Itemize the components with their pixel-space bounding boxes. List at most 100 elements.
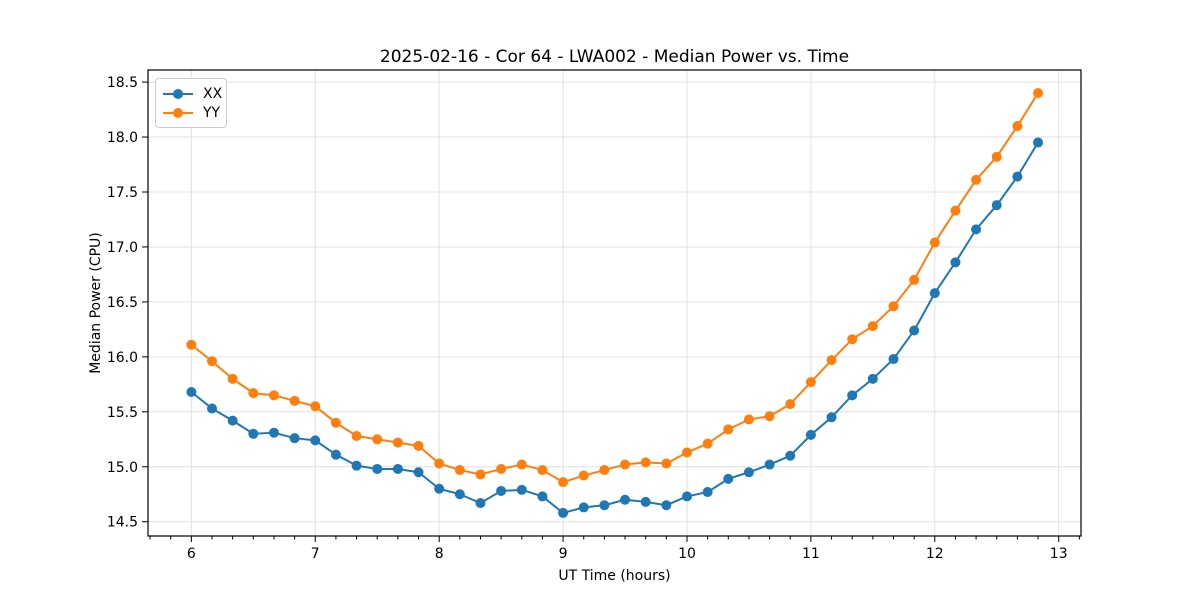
data-point-xx (413, 467, 424, 478)
data-point-yy (702, 438, 713, 449)
data-point-yy (227, 373, 238, 384)
data-point-yy (330, 417, 341, 428)
y-tick-label: 15.0 (107, 460, 138, 476)
data-point-xx (929, 288, 940, 299)
y-tick-label: 16.0 (107, 350, 138, 366)
data-point-yy (537, 465, 548, 476)
data-point-yy (1033, 88, 1044, 99)
x-axis-ticks: 6 7 8 9 10 11 12 13 (149, 536, 1080, 562)
x-tick-label: 7 (311, 546, 320, 562)
data-point-yy (909, 274, 920, 285)
data-point-yy (496, 463, 507, 474)
data-point-xx (702, 487, 713, 498)
x-tick-label: 10 (678, 546, 696, 562)
data-point-xx (351, 460, 362, 471)
data-point-xx (867, 373, 878, 384)
data-point-xx (847, 390, 858, 401)
data-point-yy (558, 477, 569, 488)
data-point-xx (392, 463, 403, 474)
data-point-yy (661, 458, 672, 469)
data-point-yy (681, 447, 692, 458)
legend-label-xx: XX (203, 85, 223, 102)
data-point-yy (888, 301, 899, 312)
data-point-xx (620, 494, 631, 505)
data-point-xx (454, 489, 465, 500)
legend-item-xx: XX (162, 84, 222, 103)
x-tick-label: 6 (187, 546, 196, 562)
data-point-yy (392, 437, 403, 448)
x-tick-label: 9 (559, 546, 568, 562)
data-point-yy (971, 174, 982, 185)
data-point-yy (372, 434, 383, 445)
data-point-xx (661, 500, 672, 511)
data-point-yy (413, 440, 424, 451)
data-point-yy (640, 457, 651, 468)
data-point-xx (640, 496, 651, 507)
data-point-xx (950, 257, 961, 268)
data-point-xx (805, 429, 816, 440)
data-point-yy (310, 401, 321, 412)
data-point-xx (434, 483, 445, 494)
data-point-yy (475, 469, 486, 480)
data-point-yy (268, 390, 279, 401)
data-point-xx (743, 467, 754, 478)
legend-line-marker-icon (163, 88, 193, 99)
x-tick-label: 12 (926, 546, 944, 562)
x-axis-label: UT Time (hours) (558, 568, 671, 584)
data-point-yy (578, 470, 589, 481)
data-point-xx (268, 427, 279, 438)
data-point-xx (1012, 171, 1023, 182)
legend-item-yy: YY (162, 103, 221, 122)
data-point-yy (454, 465, 465, 476)
series-xx (186, 137, 1044, 518)
data-point-xx (496, 485, 507, 496)
data-point-yy (929, 237, 940, 248)
data-point-xx (909, 325, 920, 336)
data-point-yy (289, 395, 300, 406)
data-point-xx (248, 428, 259, 439)
x-tick-label: 13 (1050, 546, 1068, 562)
data-point-xx (289, 433, 300, 444)
data-point-xx (558, 507, 569, 518)
data-point-xx (537, 491, 548, 502)
data-point-yy (785, 399, 796, 410)
data-point-xx (599, 500, 610, 511)
chart-title: 2025-02-16 - Cor 64 - LWA002 - Median Po… (379, 47, 850, 67)
data-point-xx (207, 403, 218, 414)
data-point-xx (330, 449, 341, 460)
legend-label-yy: YY (203, 104, 221, 121)
data-point-xx (372, 463, 383, 474)
y-tick-label: 18.0 (107, 130, 138, 146)
legend-line-marker-icon (163, 107, 193, 118)
data-point-yy (620, 459, 631, 470)
data-point-yy (207, 356, 218, 367)
x-tick-label: 11 (802, 546, 820, 562)
y-axis-ticks: 14.5 15.0 15.5 16.0 16.5 17.0 17.5 18.0 18.5 (107, 75, 148, 531)
data-point-xx (764, 459, 775, 470)
y-tick-label: 14.5 (107, 515, 138, 531)
data-point-yy (434, 458, 445, 469)
data-point-yy (805, 377, 816, 388)
y-tick-label: 16.5 (107, 295, 138, 311)
data-point-yy (248, 388, 259, 399)
y-tick-label: 15.5 (107, 405, 138, 421)
data-point-yy (826, 355, 837, 366)
data-point-yy (867, 321, 878, 332)
data-point-xx (310, 435, 321, 446)
data-point-yy (351, 430, 362, 441)
series-yy (186, 88, 1044, 488)
data-point-yy (516, 459, 527, 470)
data-point-xx (1033, 137, 1044, 148)
data-point-xx (578, 502, 589, 513)
y-tick-label: 18.5 (107, 75, 138, 91)
grid-lines (148, 70, 1081, 536)
data-point-yy (1012, 121, 1023, 132)
data-point-xx (186, 387, 197, 398)
data-point-xx (888, 354, 899, 365)
data-point-xx (681, 491, 692, 502)
legend: XX YY (155, 78, 227, 128)
data-point-xx (516, 484, 527, 495)
y-axis-label: Median Power (CPU) (88, 232, 104, 374)
